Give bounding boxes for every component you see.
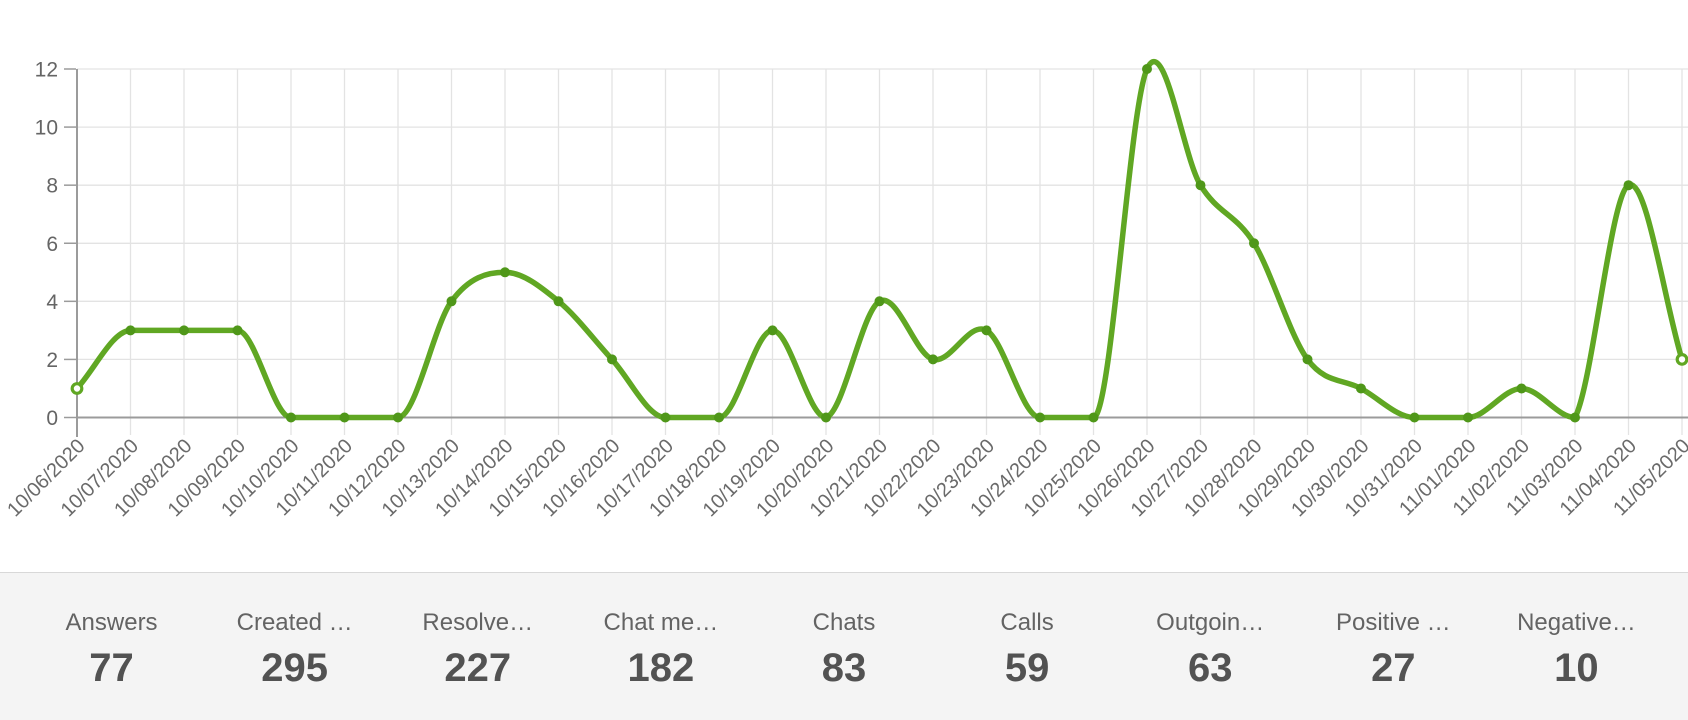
chart-point xyxy=(500,267,510,278)
chart-point xyxy=(1409,412,1420,423)
stat-label: Answers xyxy=(65,609,158,636)
stat-value: 83 xyxy=(821,646,867,690)
stat-value: 77 xyxy=(89,646,134,690)
stat-label: Negative… xyxy=(1517,609,1636,636)
chart-point-end xyxy=(1675,353,1688,366)
chart-point xyxy=(393,412,403,423)
chart-point xyxy=(125,325,136,336)
chart-point xyxy=(1142,64,1152,74)
chart-point xyxy=(714,412,724,423)
chart-point xyxy=(874,296,885,307)
chart-point xyxy=(286,412,296,423)
chart-point xyxy=(1623,180,1634,191)
y-axis-label: 12 xyxy=(35,59,58,82)
chart-point xyxy=(1516,383,1527,394)
line-chart-svg: 02468101210/06/202010/07/202010/08/20201… xyxy=(3,59,1688,521)
chart-point xyxy=(1463,412,1473,423)
chart-point xyxy=(767,325,778,336)
stat-value: 59 xyxy=(1004,646,1050,690)
chart-point xyxy=(339,412,350,423)
chart-point xyxy=(1195,180,1206,191)
stat-value: 10 xyxy=(1554,646,1599,690)
chart-point xyxy=(553,296,564,307)
chart-point xyxy=(607,354,617,365)
chart-point xyxy=(1302,354,1313,365)
stat-card[interactable]: Answers 77 xyxy=(20,609,203,691)
y-axis-label: 4 xyxy=(46,291,58,314)
line-chart: 0 2 4 6 8 10 12 10/06/2020 10/07/2020 10/08/2020 1… xyxy=(3,58,1688,522)
chart-point xyxy=(232,325,243,336)
y-axis-label: 10 xyxy=(35,117,58,140)
stat-value: 27 xyxy=(1371,646,1416,690)
stat-value: 63 xyxy=(1187,646,1233,690)
stat-card[interactable]: Positive … 27 xyxy=(1302,609,1485,691)
chart-point xyxy=(1570,412,1580,423)
stat-label: Chats xyxy=(812,609,876,636)
chart-point xyxy=(179,325,189,336)
chart-point xyxy=(1249,238,1259,249)
chart-point xyxy=(821,412,831,423)
stat-value: 182 xyxy=(627,646,695,690)
chart-point xyxy=(1035,412,1045,423)
stat-label: Positive … xyxy=(1335,609,1451,636)
y-axis-label: 8 xyxy=(46,175,58,198)
stat-value: 295 xyxy=(261,646,329,690)
stat-card[interactable]: Outgoin… 63 xyxy=(1119,609,1302,691)
stat-card[interactable]: Calls 59 xyxy=(936,609,1119,691)
chart-point xyxy=(981,325,992,336)
stat-label: Outgoin… xyxy=(1156,609,1265,636)
stat-label: Calls xyxy=(1000,609,1054,636)
stat-label: Chat me… xyxy=(603,609,719,636)
stat-card[interactable]: Chat me… 182 xyxy=(569,609,752,691)
stat-card[interactable]: Resolve… 227 xyxy=(386,609,569,691)
stat-card[interactable]: Negative… 10 xyxy=(1485,609,1668,691)
chart-point xyxy=(660,412,671,423)
stat-label: Resolve… xyxy=(422,609,534,636)
stat-label: Created … xyxy=(236,609,353,636)
stats-panel: Answers 77 Created … 295 Resolve… 227 Chat me…… xyxy=(0,572,1688,720)
chart-point xyxy=(928,354,938,365)
stat-card[interactable]: Created … 295 xyxy=(203,609,386,691)
chart-point-end xyxy=(70,382,84,395)
chart-point xyxy=(446,296,457,307)
y-axis-label: 6 xyxy=(46,233,58,256)
chart-point xyxy=(1356,383,1366,394)
chart-point xyxy=(1088,412,1099,423)
y-axis-label: 0 xyxy=(46,407,58,430)
stat-value: 227 xyxy=(444,646,512,690)
stat-card[interactable]: Chats 83 xyxy=(752,609,935,691)
y-axis-label: 2 xyxy=(46,349,58,372)
